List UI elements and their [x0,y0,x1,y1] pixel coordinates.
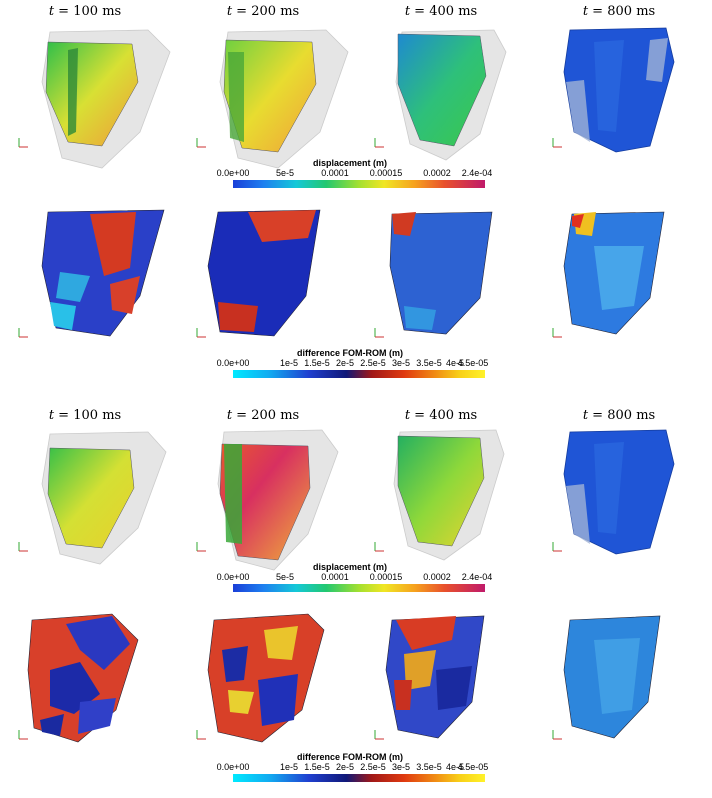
colorbar-gradient [233,774,485,782]
axes-triad-icon [196,138,206,148]
axes-triad-icon [374,138,384,148]
colorbar-gradient [233,180,485,188]
colorbar-tick-label: 4e-5 [445,358,465,368]
colorbar-tick-label: 2e-5 [335,762,355,772]
colorbar-tick-label: 3e-5 [391,358,411,368]
axes-triad-icon [552,730,562,740]
colorbar-tick-label: 0.0002 [423,572,451,582]
colorbar-tick-label: 1.5e-5 [304,358,330,368]
axes-triad-icon [18,730,28,740]
colorbar-tick-label: 1e-5 [279,358,299,368]
time-label: t = 200 ms [226,4,300,19]
difference-colorbar: difference FOM-ROM (m) 0.0e+00 1e-5 1.5e… [215,348,488,388]
difference-heart-panel [376,610,546,758]
colorbar-tick-label: 0.0e+00 [216,762,250,772]
axes-triad-icon [18,138,28,148]
axes-triad-icon [552,542,562,552]
axes-triad-icon [18,542,28,552]
displacement-heart-panel [198,22,368,170]
colorbar-title: displacement (m) [312,562,388,572]
colorbar-tick-label: 0.0e+00 [216,358,250,368]
displacement-colorbar: displacement (m) 0.0e+00 5e-5 0.0001 0.0… [215,562,492,602]
colorbar-tick-label: 1e-5 [279,762,299,772]
colorbar-tick-label: 2e-5 [335,358,355,368]
axes-triad-icon [374,730,384,740]
colorbar-tick-label: 1.5e-5 [304,762,330,772]
colorbar-tick-label: 2.5e-5 [360,762,386,772]
difference-heart-panel [198,610,368,758]
axes-triad-icon [374,542,384,552]
displacement-heart-panel [554,22,712,170]
colorbar-tick-label: 0.00015 [369,168,403,178]
time-label: t = 100 ms [48,4,122,19]
displacement-colorbar: displacement (m) 0.0e+00 5e-5 0.0001 0.0… [215,158,492,198]
colorbar-title: displacement (m) [312,158,388,168]
time-label: t = 400 ms [404,4,478,19]
displacement-heart-panel [20,424,190,572]
colorbar-tick-label: 0.0002 [423,168,451,178]
difference-colorbar: difference FOM-ROM (m) 0.0e+00 1e-5 1.5e… [215,752,488,792]
time-label: t = 400 ms [404,408,478,423]
colorbar-title: difference FOM-ROM (m) [296,752,403,762]
axes-triad-icon [552,138,562,148]
difference-heart-panel [20,206,190,354]
axes-triad-icon [196,542,206,552]
difference-heart-panel [20,610,190,758]
colorbar-tick-label: 3.5e-5 [416,358,442,368]
colorbar-tick-label: 3.5e-5 [416,762,442,772]
colorbar-tick-label: 2.4e-04 [461,572,493,582]
colorbar-tick-label: 5e-5 [275,572,295,582]
difference-heart-panel [376,206,546,354]
difference-heart-panel [554,206,712,354]
colorbar-tick-label: 0.0e+00 [216,572,250,582]
colorbar-gradient [233,370,485,378]
colorbar-tick-label: 0.00015 [369,572,403,582]
colorbar-tick-label: 4.5e-05 [457,358,489,368]
time-label: t = 200 ms [226,408,300,423]
axes-triad-icon [196,730,206,740]
colorbar-tick-label: 5e-5 [275,168,295,178]
difference-heart-panel [554,610,712,758]
colorbar-title: difference FOM-ROM (m) [296,348,403,358]
axes-triad-icon [374,328,384,338]
displacement-heart-panel [198,424,368,572]
colorbar-tick-label: 2.4e-04 [461,168,493,178]
difference-heart-panel [198,206,368,354]
axes-triad-icon [18,328,28,338]
displacement-heart-panel [554,424,712,572]
axes-triad-icon [552,328,562,338]
colorbar-tick-label: 0.0001 [321,168,349,178]
axes-triad-icon [196,328,206,338]
colorbar-tick-label: 0.0e+00 [216,168,250,178]
displacement-heart-panel [376,424,546,572]
time-label: t = 800 ms [582,4,656,19]
time-label: t = 100 ms [48,408,122,423]
colorbar-tick-label: 0.0001 [321,572,349,582]
time-label: t = 800 ms [582,408,656,423]
displacement-heart-panel [376,22,546,170]
colorbar-tick-label: 2.5e-5 [360,358,386,368]
displacement-heart-panel [20,22,190,170]
colorbar-tick-label: 3e-5 [391,762,411,772]
colorbar-tick-label: 4e-5 [445,762,465,772]
colorbar-gradient [233,584,485,592]
colorbar-tick-label: 4.5e-05 [457,762,489,772]
